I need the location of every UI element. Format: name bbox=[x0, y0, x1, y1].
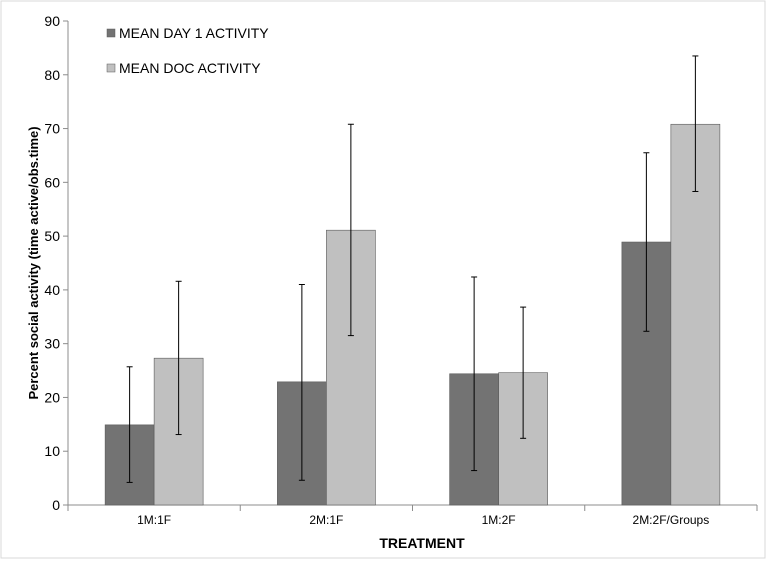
legend-label: MEAN DOC ACTIVITY bbox=[119, 60, 261, 76]
y-axis-title: Percent social activity (time active/obs… bbox=[26, 126, 41, 399]
legend-swatch bbox=[106, 63, 116, 73]
x-axis-title: TREATMENT bbox=[379, 535, 465, 551]
legend: MEAN DAY 1 ACTIVITY MEAN DOC ACTIVITY bbox=[106, 25, 269, 76]
x-tick-label: 1M:1F bbox=[137, 513, 171, 527]
x-tick-label: 2M:1F bbox=[309, 513, 343, 527]
y-tick-label: 30 bbox=[44, 336, 60, 352]
y-tick-label: 0 bbox=[52, 497, 60, 513]
legend-label: MEAN DAY 1 ACTIVITY bbox=[119, 25, 269, 41]
y-tick-label: 80 bbox=[44, 67, 60, 83]
legend-swatch bbox=[106, 28, 116, 38]
x-tick-label: 2M:2F/Groups bbox=[633, 513, 710, 527]
x-tick-label: 1M:2F bbox=[482, 513, 516, 527]
y-tick-label: 50 bbox=[44, 228, 60, 244]
y-tick-label: 10 bbox=[44, 443, 60, 459]
y-tick-label: 70 bbox=[44, 121, 60, 137]
y-tick-label: 20 bbox=[44, 389, 60, 405]
error-bars bbox=[126, 55, 699, 483]
y-tick-label: 40 bbox=[44, 282, 60, 298]
y-tick-label: 60 bbox=[44, 174, 60, 190]
y-tick-label: 90 bbox=[44, 13, 60, 29]
